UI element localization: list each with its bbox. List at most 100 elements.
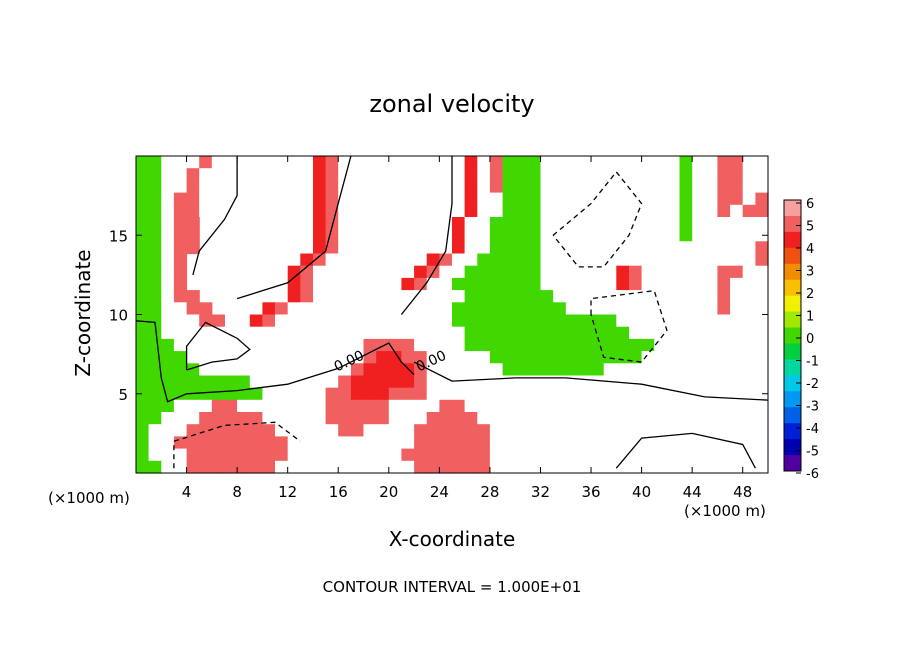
field-cell (161, 436, 175, 450)
field-cell (502, 363, 516, 377)
field-cell (363, 326, 377, 340)
field-cell (742, 338, 756, 352)
field-cell (388, 399, 402, 413)
field-cell (502, 241, 516, 255)
field-cell (742, 180, 756, 194)
field-cell (237, 363, 251, 377)
field-cell (717, 180, 731, 194)
field-cell (641, 265, 655, 279)
field-cell (401, 424, 415, 437)
colorbar-tick-label: -5 (806, 445, 819, 460)
field-cell (363, 424, 377, 437)
field-cell (477, 314, 491, 328)
field-cell (692, 168, 706, 181)
field-cell (211, 363, 225, 377)
field-cell (591, 375, 605, 389)
field-cell (654, 156, 668, 169)
field-cell (363, 412, 377, 425)
field-cell (300, 448, 314, 462)
field-cell (439, 326, 453, 340)
field-cell (199, 351, 213, 364)
field-cell (641, 168, 655, 181)
field-cell (591, 302, 605, 316)
field-cell (654, 351, 668, 364)
field-cell (654, 412, 668, 425)
field-cell (350, 387, 365, 401)
field-cell (616, 351, 630, 364)
field-cell (224, 387, 238, 401)
field-cell (717, 375, 731, 389)
field-cell (313, 156, 327, 169)
field-cell (414, 338, 428, 352)
field-cell (313, 448, 327, 462)
x-tick-label: 16 (329, 483, 348, 501)
field-cell (502, 412, 516, 425)
field-cell (136, 217, 150, 230)
field-cell (654, 436, 668, 450)
field-cell (262, 375, 276, 389)
field-cell (426, 314, 440, 328)
field-cell (300, 290, 314, 303)
colorbar-segment (784, 200, 801, 217)
field-cell (553, 387, 567, 401)
field-cell (388, 253, 402, 267)
field-cell (199, 204, 213, 218)
colorbar-tick-label: -4 (806, 422, 819, 437)
x-tick-label: 24 (430, 483, 449, 501)
field-cell (249, 351, 263, 364)
field-cell (730, 399, 744, 413)
field-cell (704, 338, 718, 352)
field-cell (363, 168, 377, 181)
field-cell (224, 436, 238, 450)
field-cell (730, 424, 744, 437)
field-cell (173, 448, 188, 462)
field-cell (704, 265, 718, 279)
field-cell (527, 229, 541, 242)
field-cell (173, 460, 188, 474)
field-cell (603, 436, 617, 450)
field-cell (679, 436, 693, 450)
field-cell (540, 314, 554, 328)
field-cell (173, 302, 188, 316)
field-cell (730, 241, 744, 255)
field-cell (173, 253, 188, 267)
field-cell (173, 241, 188, 255)
field-cell (717, 351, 731, 364)
field-cell (755, 156, 769, 169)
field-cell (489, 180, 504, 194)
field-cell (237, 326, 251, 340)
colorbar-tick-label: 2 (806, 287, 814, 302)
colorbar-tick-label: 3 (806, 265, 814, 280)
x-axis-label: X-coordinate (389, 527, 516, 551)
field-cell (742, 168, 756, 181)
field-cell (262, 412, 276, 425)
y-axis-ticks: 5 10 15 (109, 227, 768, 404)
field-cell (148, 436, 162, 450)
field-cell (641, 290, 655, 303)
field-cell (401, 460, 415, 474)
field-cell (313, 338, 327, 352)
field-cell (704, 399, 718, 413)
field-cell (388, 326, 402, 340)
field-cell (199, 460, 213, 474)
field-cell (388, 424, 402, 437)
field-cell (313, 351, 327, 364)
field-cell (363, 302, 377, 316)
field-cell (616, 448, 630, 462)
field-cell (578, 387, 592, 401)
field-cell (401, 351, 415, 364)
field-cell (275, 412, 289, 425)
field-cell (692, 436, 706, 450)
field-cell (717, 363, 731, 377)
field-cell (338, 180, 352, 194)
field-cell (679, 460, 693, 474)
field-cell (363, 253, 377, 267)
field-cell (742, 241, 756, 255)
field-cell (186, 338, 200, 352)
field-cell (452, 314, 466, 328)
field-cell (224, 363, 238, 377)
field-cell (287, 314, 301, 328)
field-cell (730, 375, 744, 389)
field-cell (325, 338, 339, 352)
field-cell (730, 204, 744, 218)
